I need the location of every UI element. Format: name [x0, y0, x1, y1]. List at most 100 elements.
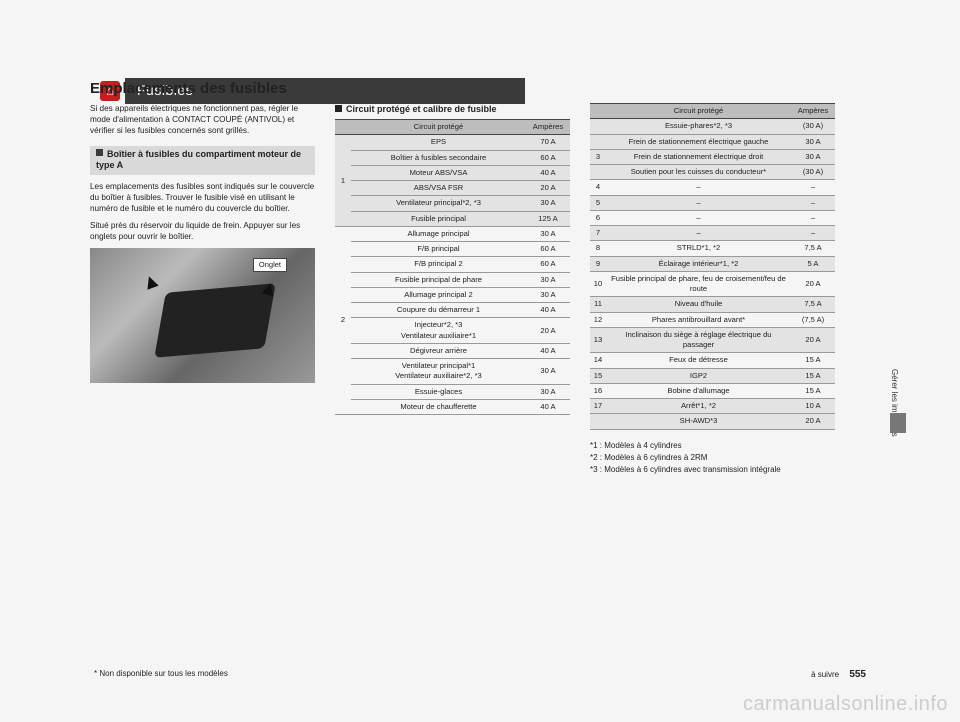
fuse-row-num: 6 — [590, 210, 606, 225]
footnote: *3 : Modèles à 6 cylindres avec transmis… — [590, 464, 835, 476]
fuse-label: Arrêt*1, *2 — [606, 399, 791, 414]
fuse-row-num: 7 — [590, 226, 606, 241]
fuse-label: STRLD*1, *2 — [606, 241, 791, 256]
continued-label: à suivre — [811, 670, 839, 679]
page-number: 555 — [849, 669, 866, 680]
photo-lid-shape — [154, 283, 275, 358]
fuse-label: – — [606, 180, 791, 195]
fuse-row-num: 15 — [590, 368, 606, 383]
fuse-label: Essuie-glaces — [351, 384, 526, 399]
fuse-label: Fusible principal — [351, 211, 526, 226]
fuse-row-num — [590, 414, 606, 429]
fuse-row-num: 8 — [590, 241, 606, 256]
fuse-th-circuit: Circuit protégé — [351, 120, 526, 135]
fuse-row-num: 17 — [590, 399, 606, 414]
fuse-amp: 7,5 A — [791, 297, 835, 312]
fusebox-photo: Onglet — [90, 248, 315, 383]
table-caption-text: Circuit protégé et calibre de fusible — [346, 104, 497, 114]
fuse-label: Soutien pour les cuisses du conducteur* — [606, 165, 791, 180]
fuse-label: Fusible principal de phare — [351, 272, 526, 287]
fuse-th-circuit: Circuit protégé — [606, 104, 791, 119]
fuse-label: – — [606, 226, 791, 241]
fuse-amp: 60 A — [526, 150, 570, 165]
group-num: 1 — [335, 135, 351, 227]
fuse-label: Feux de détresse — [606, 353, 791, 368]
fuse-label: Bobine d'allumage — [606, 383, 791, 398]
fuse-amp: 60 A — [526, 257, 570, 272]
right-column: Circuit protégé Ampères Essuie-phares*2,… — [590, 103, 835, 476]
footnotes: *1 : Modèles à 4 cylindres *2 : Modèles … — [590, 440, 835, 476]
fuse-amp: 15 A — [791, 353, 835, 368]
watermark: carmanualsonline.info — [743, 693, 948, 716]
fuse-amp: 5 A — [791, 256, 835, 271]
fuse-label: F/B principal 2 — [351, 257, 526, 272]
fuse-label: EPS — [351, 135, 526, 150]
subsection-label: Boîtier à fusibles du compartiment moteu… — [96, 149, 301, 170]
fuse-amp: (30 A) — [791, 165, 835, 180]
fuse-amp: (30 A) — [791, 119, 835, 134]
fuse-amp: 30 A — [526, 287, 570, 302]
photo-callout-label: Onglet — [253, 258, 287, 272]
fuse-label: Boîtier à fusibles secondaire — [351, 150, 526, 165]
fuse-label: Moteur de chaufferette — [351, 399, 526, 414]
footer-note: * Non disponible sur tous les modèles — [94, 669, 228, 680]
middle-column: Circuit protégé et calibre de fusible Ci… — [335, 103, 570, 415]
side-tab-marker — [890, 413, 906, 433]
fuse-th-amp: Ampères — [791, 104, 835, 119]
fuse-label: Injecteur*2, *3 Ventilateur auxiliaire*1 — [351, 318, 526, 344]
fuse-amp: (7,5 A) — [791, 312, 835, 327]
page-footer: * Non disponible sur tous les modèles à … — [90, 669, 870, 680]
fuse-amp: – — [791, 210, 835, 225]
fuse-label: F/B principal — [351, 242, 526, 257]
fuse-label: – — [606, 210, 791, 225]
fuse-amp: 30 A — [526, 272, 570, 287]
fuse-row-num: 12 — [590, 312, 606, 327]
fuse-label: Inclinaison du siège à réglage électriqu… — [606, 327, 791, 353]
fuse-amp: 60 A — [526, 242, 570, 257]
fuse-amp: 70 A — [526, 135, 570, 150]
fuse-label: Fusible principal de phare, feu de crois… — [606, 271, 791, 297]
fuse-label: Moteur ABS/VSA — [351, 165, 526, 180]
footnote: *2 : Modèles à 6 cylindres à 2RM — [590, 452, 835, 464]
fuse-amp: 125 A — [526, 211, 570, 226]
fuse-amp: 20 A — [526, 318, 570, 344]
intro-text: Si des appareils électriques ne fonction… — [90, 103, 315, 136]
fuse-th-blank — [590, 104, 606, 119]
fuse-label: Éclairage intérieur*1, *2 — [606, 256, 791, 271]
fuse-label: Ventilateur principal*2, *3 — [351, 196, 526, 211]
square-icon — [335, 105, 342, 112]
fuse-table-2: Circuit protégé Ampères Essuie-phares*2,… — [590, 103, 835, 430]
fuse-amp: 15 A — [791, 383, 835, 398]
fuse-row-num — [590, 119, 606, 134]
arrow-icon — [143, 274, 158, 289]
fuse-th-blank — [335, 120, 351, 135]
fuse-label: Frein de stationnement électrique gauche — [606, 134, 791, 149]
fuse-label: ABS/VSA FSR — [351, 181, 526, 196]
subsection-box: Boîtier à fusibles du compartiment moteu… — [90, 146, 315, 175]
footnote: *1 : Modèles à 4 cylindres — [590, 440, 835, 452]
fuse-label: Phares antibrouillard avant* — [606, 312, 791, 327]
fuse-th-amp: Ampères — [526, 120, 570, 135]
fuse-label: IGP2 — [606, 368, 791, 383]
page-content: Emplacements des fusibles Si des apparei… — [90, 70, 870, 680]
fuse-amp: 40 A — [526, 343, 570, 358]
bullet-icon — [96, 149, 103, 156]
fuse-amp: 7,5 A — [791, 241, 835, 256]
fuse-label: Ventilateur principal*1 Ventilateur auxi… — [351, 359, 526, 385]
fuse-row-num: 9 — [590, 256, 606, 271]
paragraph-1: Les emplacements des fusibles sont indiq… — [90, 181, 315, 214]
fuse-amp: 20 A — [526, 181, 570, 196]
fuse-row-num: 3 — [590, 149, 606, 164]
group-num: 2 — [335, 226, 351, 414]
fuse-label: Frein de stationnement électrique droit — [606, 149, 791, 164]
footer-right: à suivre 555 — [811, 669, 866, 680]
fuse-amp: – — [791, 180, 835, 195]
fuse-amp: 40 A — [526, 165, 570, 180]
fuse-label: Allumage principal — [351, 226, 526, 241]
table-caption: Circuit protégé et calibre de fusible — [335, 103, 570, 115]
fuse-row-num: 14 — [590, 353, 606, 368]
fuse-label: SH-AWD*3 — [606, 414, 791, 429]
fuse-amp: 30 A — [526, 226, 570, 241]
fuse-amp: 40 A — [526, 399, 570, 414]
fuse-row-num: 4 — [590, 180, 606, 195]
